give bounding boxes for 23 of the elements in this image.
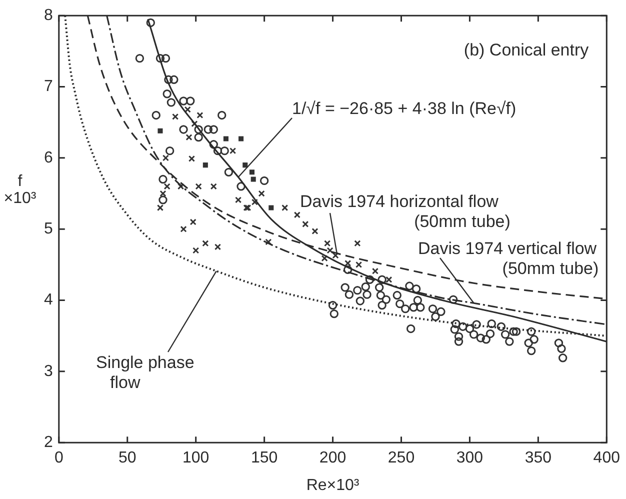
x-tick-label: 150 [250,450,278,467]
annotation: Davis 1974 horizontal flow (50mm tube) [300,192,510,231]
annotation: Single phase flow [96,353,194,392]
annotation: Davis 1974 vertical flow (50mm tube) [418,239,599,278]
x-tick-label: 0 [54,450,64,467]
y-tick-label: 3 [44,362,53,380]
x-tick-label: 50 [118,450,136,467]
annotation: 1/√f = −26·85 + 4·38 ln (Re√f) [292,99,516,118]
y-tick-label: 8 [44,7,53,24]
annotation: (b) Conical entry [464,40,590,60]
y-tick-label: 4 [44,292,53,309]
x-axis-title: Re×10³ [306,476,360,494]
x-tick-label: 100 [182,450,210,467]
x-tick-label: 250 [388,450,415,467]
x-tick-label: 300 [456,450,484,467]
y-axis-title: f ×10³ [4,173,37,207]
y-tick-label: 7 [44,78,53,96]
x-tick-label: 400 [593,450,620,467]
x-tick-label: 350 [524,450,552,467]
x-tick-label: 200 [319,450,346,467]
y-tick-label: 2 [44,434,53,452]
y-tick-label: 6 [44,149,53,166]
y-tick-label: 5 [44,220,53,238]
